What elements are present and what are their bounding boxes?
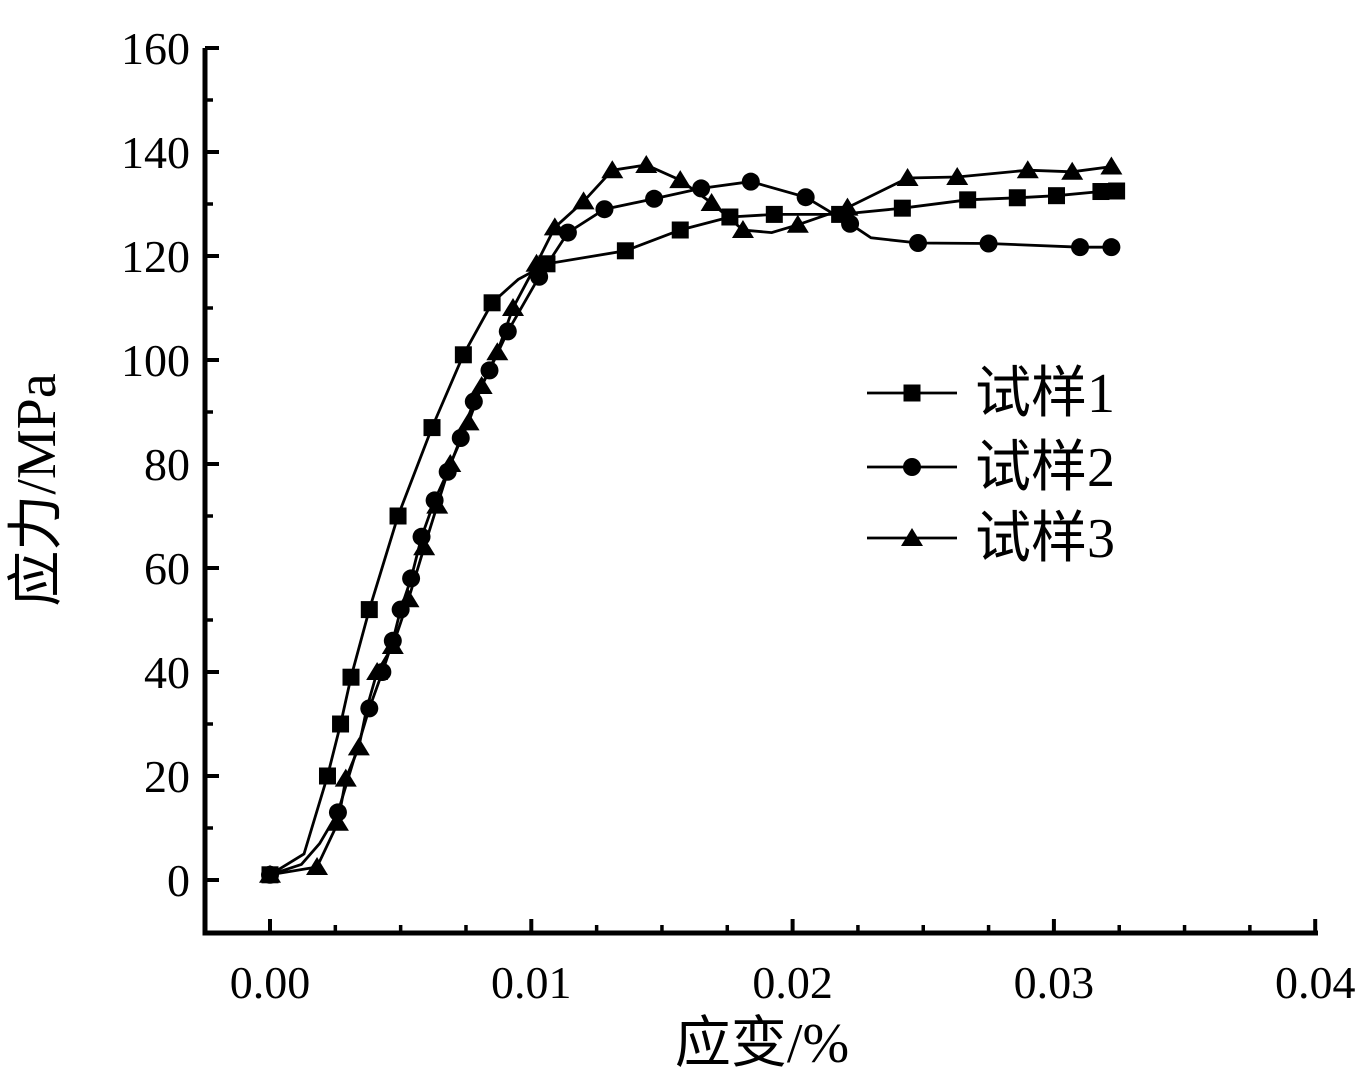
legend-entry-2: 试样2 (867, 437, 1115, 499)
triangle-icon (901, 528, 923, 546)
square-marker (1092, 183, 1110, 201)
triangle-marker (1100, 156, 1123, 175)
circle-marker (796, 188, 815, 207)
triangle-marker (397, 589, 420, 608)
triangle-marker (1016, 160, 1039, 179)
triangle-marker (334, 768, 357, 787)
y-tick-label: 40 (144, 647, 190, 698)
x-tick-label: 0.00 (230, 957, 311, 1008)
y-tick-label: 140 (121, 127, 190, 178)
triangle-marker (470, 376, 493, 394)
triangle-marker (543, 217, 566, 236)
x-tick-label: 0.03 (1014, 957, 1095, 1008)
square-marker (765, 205, 783, 223)
triangle-marker (946, 166, 969, 185)
triangle-marker (502, 298, 525, 316)
square-marker (1048, 187, 1066, 205)
circle-marker (645, 189, 664, 208)
x-tick-label: 0.01 (491, 957, 572, 1008)
circle-marker (1071, 238, 1090, 257)
circle-marker (741, 172, 760, 191)
circle-marker (841, 214, 860, 233)
triangle-marker (669, 170, 692, 189)
triangle-marker (486, 342, 509, 361)
triangle-marker (896, 168, 919, 186)
square-marker (332, 715, 350, 733)
triangle-marker (306, 857, 329, 875)
y-tick-label: 20 (144, 751, 190, 802)
triangle-marker (572, 191, 595, 210)
y-tick-label: 120 (121, 231, 190, 282)
square-marker (360, 601, 378, 619)
square-marker (318, 767, 336, 785)
triangle-marker (635, 155, 658, 173)
y-tick-label: 80 (144, 439, 190, 490)
triangle-marker (836, 197, 859, 216)
y-tick-label: 100 (121, 335, 190, 386)
series-3 (259, 155, 1123, 883)
circle-icon (903, 458, 921, 476)
triangle-marker (731, 220, 754, 238)
circle-marker (530, 267, 549, 286)
triangle-marker (601, 160, 624, 179)
triangle-marker (700, 192, 723, 211)
square-marker (342, 668, 360, 686)
circle-marker (1102, 238, 1121, 257)
series-line-3 (269, 163, 1112, 877)
circle-marker (979, 234, 998, 253)
legend-entry-1: 试样1 (867, 363, 1115, 425)
legend: 试样1 试样2 试样3 (867, 363, 1115, 570)
triangle-marker (426, 495, 449, 514)
triangle-marker (525, 253, 548, 272)
triangle-marker (1061, 161, 1084, 180)
legend-label: 试样3 (975, 508, 1115, 570)
legend-label: 试样2 (975, 437, 1115, 499)
y-tick-label: 0 (167, 855, 190, 906)
x-tick-label: 0.04 (1275, 957, 1356, 1008)
circle-marker (558, 223, 577, 242)
square-marker (389, 507, 407, 525)
triangle-marker (381, 636, 404, 654)
data-series (259, 155, 1126, 884)
axes: 0.00 0.01 0.02 0.03 0.04 0 20 40 60 80 100 120 140 16… (121, 23, 1355, 1008)
square-marker (483, 294, 501, 312)
square-marker (423, 419, 441, 437)
triangle-marker (366, 662, 389, 680)
triangle-marker (259, 864, 281, 883)
square-marker (893, 199, 911, 217)
square-marker (959, 191, 977, 209)
x-tick-label: 0.02 (752, 957, 833, 1008)
circle-marker (595, 200, 614, 219)
x-axis-title: 应变/% (675, 1013, 849, 1075)
circle-marker (328, 803, 347, 822)
y-tick-label: 60 (144, 543, 190, 594)
square-marker (1108, 182, 1126, 200)
triangle-marker (413, 537, 436, 556)
triangle-marker (786, 214, 809, 233)
circle-marker (909, 234, 928, 252)
legend-entry-3: 试样3 (867, 508, 1115, 570)
square-icon (903, 384, 921, 402)
square-marker (616, 242, 634, 260)
triangle-marker (457, 412, 480, 431)
square-marker (1008, 189, 1026, 207)
square-marker (671, 221, 689, 239)
y-tick-label: 160 (121, 23, 190, 74)
y-axis-title: 应力/MPa (6, 373, 68, 606)
legend-label: 试样1 (975, 363, 1115, 425)
triangle-marker (347, 737, 370, 756)
triangle-marker (439, 454, 462, 472)
square-marker (454, 346, 472, 364)
triangle-marker (326, 812, 349, 831)
